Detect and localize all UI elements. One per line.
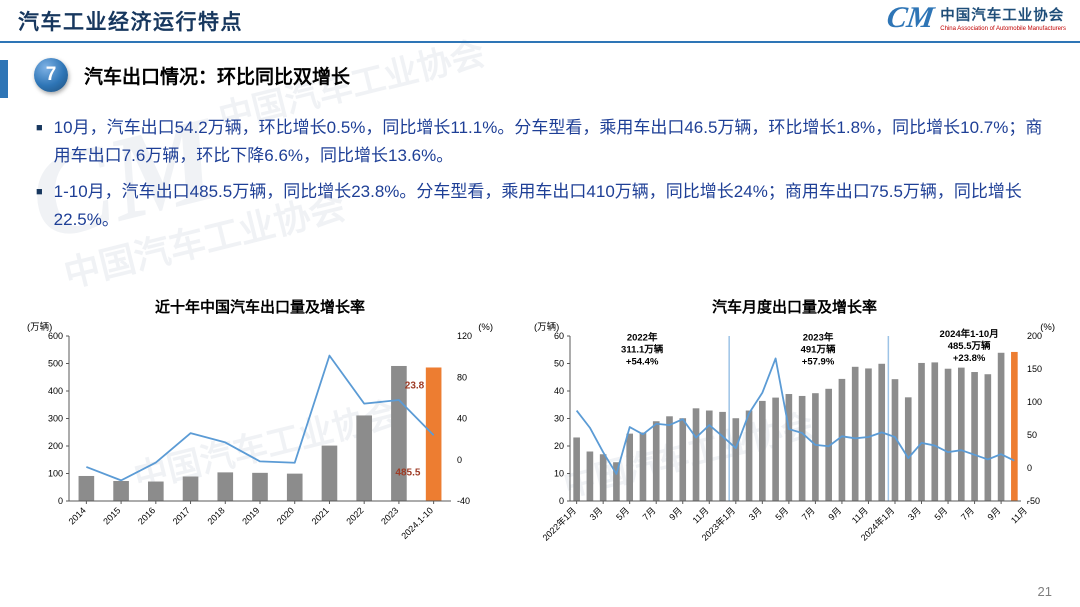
svg-text:(万辆): (万辆) <box>534 321 559 333</box>
svg-text:3月: 3月 <box>906 505 923 522</box>
svg-text:20: 20 <box>554 441 564 451</box>
bullet-item: ■ 1-10月，汽车出口485.5万辆，同比增长23.8%。分车型看，乘用车出口… <box>36 178 1044 233</box>
svg-text:60: 60 <box>554 331 564 341</box>
svg-text:2024.1-10: 2024.1-10 <box>399 505 435 541</box>
bullet-text: 10月，汽车出口54.2万辆，环比增长0.5%，同比增长11.1%。分车型看，乘… <box>53 118 1043 165</box>
svg-text:+57.9%: +57.9% <box>802 356 835 367</box>
svg-text:2017: 2017 <box>171 505 192 526</box>
svg-text:2014: 2014 <box>67 505 88 526</box>
svg-text:0: 0 <box>457 455 462 465</box>
svg-text:+23.8%: +23.8% <box>953 353 986 364</box>
bullet-text: 1-10月，汽车出口485.5万辆，同比增长23.8%。分车型看，乘用车出口41… <box>53 182 1022 229</box>
chart-title: 汽车月度出口量及增长率 <box>711 299 877 316</box>
decade-export-chart-panel: 近十年中国汽车出口量及增长率 (万辆) (%) 0 100 200 300 400 500 60… <box>25 296 495 563</box>
svg-text:0: 0 <box>1027 463 1032 473</box>
svg-text:491万辆: 491万辆 <box>801 343 836 355</box>
svg-text:(%): (%) <box>1040 322 1055 333</box>
svg-text:2020: 2020 <box>275 505 296 526</box>
section-heading: 7 汽车出口情况：环比同比双增长 <box>34 58 350 92</box>
svg-text:120: 120 <box>457 331 472 341</box>
page-number: 21 <box>1037 584 1052 599</box>
svg-text:2022: 2022 <box>344 505 365 526</box>
section-accent-bar <box>0 60 8 98</box>
org-name-en: China Association of Automobile Manufact… <box>940 26 1066 32</box>
header-rule <box>0 41 1080 43</box>
svg-text:7月: 7月 <box>959 505 976 522</box>
svg-text:10: 10 <box>554 469 564 479</box>
svg-text:7月: 7月 <box>800 505 817 522</box>
charts-row: 近十年中国汽车出口量及增长率 (万辆) (%) 0 100 200 300 400 500 60… <box>25 296 1057 563</box>
svg-text:2022年: 2022年 <box>627 331 658 343</box>
svg-text:23.8: 23.8 <box>405 380 425 391</box>
svg-text:200: 200 <box>48 441 63 451</box>
svg-text:11月: 11月 <box>1009 505 1029 525</box>
org-name-cn: 中国汽车工业协会 <box>940 8 1065 24</box>
svg-text:11月: 11月 <box>691 505 711 525</box>
svg-text:3月: 3月 <box>588 505 605 522</box>
svg-text:100: 100 <box>1027 397 1042 407</box>
svg-text:2023年: 2023年 <box>803 331 834 343</box>
svg-text:3月: 3月 <box>747 505 764 522</box>
bullet-square-icon: ■ <box>36 122 43 134</box>
svg-text:150: 150 <box>1027 364 1042 374</box>
svg-text:2016: 2016 <box>136 505 157 526</box>
svg-text:0: 0 <box>559 496 564 506</box>
svg-text:(万辆): (万辆) <box>27 321 52 333</box>
svg-text:7月: 7月 <box>641 505 658 522</box>
svg-text:+54.4%: +54.4% <box>626 356 659 367</box>
svg-text:311.1万辆: 311.1万辆 <box>621 343 664 355</box>
svg-text:2022年1月: 2022年1月 <box>540 505 578 543</box>
svg-text:2018: 2018 <box>205 505 226 526</box>
caam-logo: CM 中国汽车工业协会 China Association of Automob… <box>884 1 1066 34</box>
bullet-square-icon: ■ <box>36 186 43 199</box>
svg-text:2021: 2021 <box>310 505 331 526</box>
monthly-export-chart: (万辆) (%) 0 10 20 30 40 50 60 -50 0 50 100 150 200 2022年… <box>534 321 1055 543</box>
bullet-list: ■ 10月，汽车出口54.2万辆，环比增长0.5%，同比增长11.1%。分车型看… <box>36 114 1044 242</box>
svg-text:500: 500 <box>48 359 63 369</box>
svg-text:50: 50 <box>1027 430 1037 440</box>
svg-text:50: 50 <box>554 359 564 369</box>
svg-text:40: 40 <box>457 414 467 424</box>
monthly-export-chart-panel: 汽车月度出口量及增长率 (万辆) (%) 0 10 20 30 40 50 60 -50 0 50 10… <box>532 296 1057 563</box>
svg-text:5月: 5月 <box>932 505 949 522</box>
svg-text:400: 400 <box>48 386 63 396</box>
page-title: 汽车工业经济运行特点 <box>18 11 243 34</box>
svg-text:5月: 5月 <box>773 505 790 522</box>
svg-text:485.5万辆: 485.5万辆 <box>948 340 991 352</box>
svg-text:485.5: 485.5 <box>395 468 420 479</box>
svg-text:-50: -50 <box>1027 496 1040 506</box>
svg-text:-40: -40 <box>457 496 470 506</box>
svg-text:9月: 9月 <box>986 505 1003 522</box>
caam-logo-icon: CM <box>884 1 936 34</box>
bullet-item: ■ 10月，汽车出口54.2万辆，环比增长0.5%，同比增长11.1%。分车型看… <box>36 114 1044 169</box>
svg-text:100: 100 <box>48 469 63 479</box>
svg-text:600: 600 <box>48 331 63 341</box>
chart-title: 近十年中国汽车出口量及增长率 <box>154 299 365 316</box>
svg-text:9月: 9月 <box>826 505 843 522</box>
svg-text:80: 80 <box>457 372 467 382</box>
decade-export-chart: (万辆) (%) 0 100 200 300 400 500 600 -40 0 40 80 120 201… <box>27 321 493 541</box>
svg-text:200: 200 <box>1027 331 1042 341</box>
svg-text:300: 300 <box>48 414 63 424</box>
svg-text:2023: 2023 <box>379 505 400 526</box>
svg-text:5月: 5月 <box>614 505 631 522</box>
svg-text:30: 30 <box>554 414 564 424</box>
svg-text:(%): (%) <box>478 322 493 333</box>
svg-text:0: 0 <box>58 496 63 506</box>
section-title: 汽车出口情况：环比同比双增长 <box>84 66 351 88</box>
svg-text:40: 40 <box>554 386 564 396</box>
svg-text:11月: 11月 <box>850 505 870 525</box>
svg-text:2019: 2019 <box>240 505 261 526</box>
section-number-badge: 7 <box>34 58 68 92</box>
svg-text:9月: 9月 <box>667 505 684 522</box>
svg-text:2015: 2015 <box>101 505 122 526</box>
svg-text:2024年1-10月: 2024年1-10月 <box>940 328 999 340</box>
